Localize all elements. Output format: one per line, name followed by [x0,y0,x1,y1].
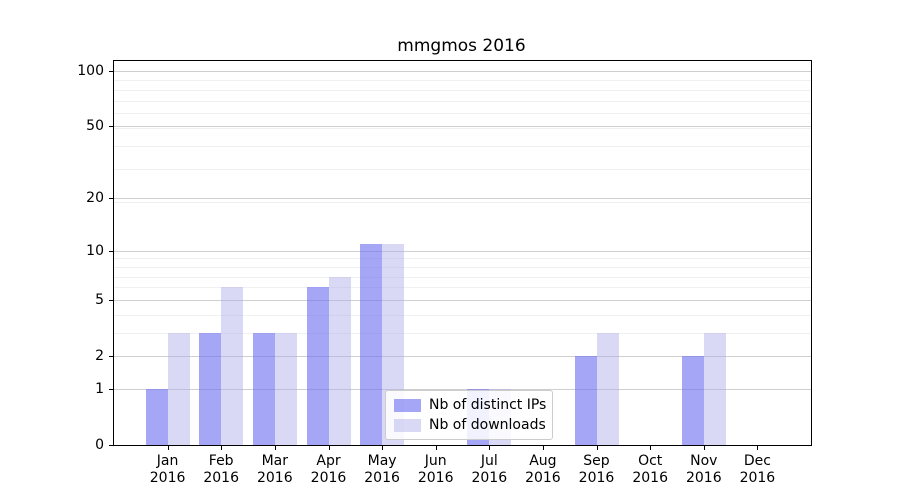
y-tick-label: 50 [86,118,104,135]
legend-item-distinct-ips: Nb of distinct IPs [394,396,547,414]
x-tick-label: Sep 2016 [578,453,615,486]
y-tick-label: 5 [95,291,104,308]
bar-downloads [596,332,619,445]
major-gridline [114,299,811,301]
bar-downloads [167,332,190,445]
legend-label-distinct-ips: Nb of distinct IPs [429,397,547,413]
y-tick-label: 100 [77,63,104,79]
x-tick-label: Aug 2016 [525,453,561,486]
x-tick [542,445,544,450]
legend-swatch-downloads [394,418,421,432]
bar-downloads [221,287,244,445]
major-gridline [114,71,811,72]
x-tick [328,445,330,450]
x-tick [596,445,598,450]
minor-gridline [114,100,811,102]
y-tick [109,356,114,357]
y-tick [109,71,114,72]
y-tick-label: 1 [95,380,104,397]
x-tick-label: Nov 2016 [685,453,722,486]
chart-title: mmgmos 2016 [397,36,526,56]
bar-downloads [703,332,726,445]
x-tick [274,445,276,450]
x-tick-label: Mar 2016 [256,453,293,486]
minor-gridline [114,276,811,278]
legend-label-downloads: Nb of downloads [429,417,546,433]
minor-gridline [114,202,811,204]
y-tick [109,299,114,301]
bar-distinct-ips [681,356,704,445]
minor-gridline [114,128,811,129]
y-tick-label: 20 [86,190,104,207]
x-tick-label: Oct 2016 [632,453,668,486]
x-tick [703,445,705,450]
x-tick [167,445,169,450]
x-tick-label: Apr 2016 [310,453,347,486]
legend-swatch-distinct-ips [394,398,421,412]
y-tick [109,388,114,390]
major-gridline [114,198,811,200]
x-tick-label: Jan 2016 [149,453,186,486]
minor-gridline [114,89,811,91]
bar-distinct-ips [306,287,329,445]
y-tick [109,198,114,200]
y-tick [109,445,114,446]
minor-gridline [114,169,811,171]
x-tick-label: Jun 2016 [417,453,454,486]
major-gridline [114,388,811,390]
bar-distinct-ips [574,356,597,445]
bar-distinct-ips [199,332,222,445]
minor-gridline [114,80,811,82]
x-tick [757,445,759,450]
x-tick-label: Dec 2016 [739,453,776,486]
x-tick-label: Jul 2016 [471,453,508,486]
y-tick [109,126,114,128]
minor-gridline [114,314,811,316]
bar-distinct-ips [360,243,383,445]
minor-gridline [114,113,811,115]
major-gridline [114,126,811,128]
bar-distinct-ips [252,332,275,445]
legend-item-downloads: Nb of downloads [394,416,546,434]
y-tick [109,250,114,252]
minor-gridline [114,332,811,334]
bar-downloads [328,276,351,445]
minor-gridline [114,266,811,268]
x-tick-label: Feb 2016 [203,453,239,486]
x-tick [382,445,384,450]
y-tick-label: 2 [95,348,104,364]
legend: Nb of distinct IPs Nb of downloads [385,390,553,440]
minor-gridline [114,258,811,260]
x-tick [435,445,437,450]
x-tick [489,445,491,450]
major-gridline [114,356,811,357]
x-tick [650,445,652,450]
minor-gridline [114,146,811,148]
y-tick-label: 10 [86,242,104,259]
bar-downloads [274,332,297,445]
bar-distinct-ips [145,388,168,445]
major-gridline [114,250,811,252]
y-tick-label: 0 [95,437,104,453]
plot-area: 0 1 2 5 10 20 50 100 Jan 2016 Feb 2016 Mar 2016 Apr… [77,60,812,486]
minor-gridline [114,287,811,289]
x-tick [221,445,223,450]
x-tick-label: May 2016 [364,453,400,486]
